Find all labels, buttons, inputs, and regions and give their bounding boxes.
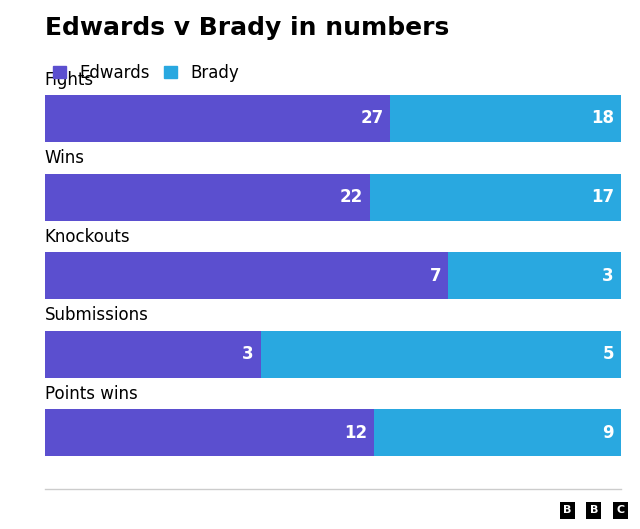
Bar — [261, 331, 621, 378]
Text: B: B — [589, 506, 598, 515]
Text: Submissions: Submissions — [45, 306, 148, 324]
Text: 3: 3 — [602, 267, 614, 285]
Bar — [374, 409, 621, 457]
Text: Points wins: Points wins — [45, 385, 138, 403]
Bar — [45, 409, 374, 457]
Text: 27: 27 — [360, 110, 383, 127]
Bar — [45, 252, 448, 299]
Text: 9: 9 — [602, 424, 614, 442]
Text: 22: 22 — [340, 188, 363, 206]
Bar — [370, 174, 621, 221]
Bar — [45, 95, 390, 142]
Text: Fights: Fights — [45, 71, 94, 89]
Text: Wins: Wins — [45, 149, 85, 167]
Bar — [390, 95, 621, 142]
Text: 12: 12 — [344, 424, 367, 442]
Text: 7: 7 — [429, 267, 441, 285]
Text: B: B — [563, 506, 572, 515]
Text: 17: 17 — [591, 188, 614, 206]
Text: C: C — [617, 506, 625, 515]
Text: Edwards v Brady in numbers: Edwards v Brady in numbers — [45, 16, 449, 40]
Text: 3: 3 — [243, 345, 254, 363]
Bar — [448, 252, 621, 299]
Text: Knockouts: Knockouts — [45, 228, 131, 246]
Bar — [45, 174, 370, 221]
Text: 5: 5 — [602, 345, 614, 363]
Legend: Edwards, Brady: Edwards, Brady — [53, 64, 239, 82]
Text: 18: 18 — [591, 110, 614, 127]
Bar — [45, 331, 261, 378]
